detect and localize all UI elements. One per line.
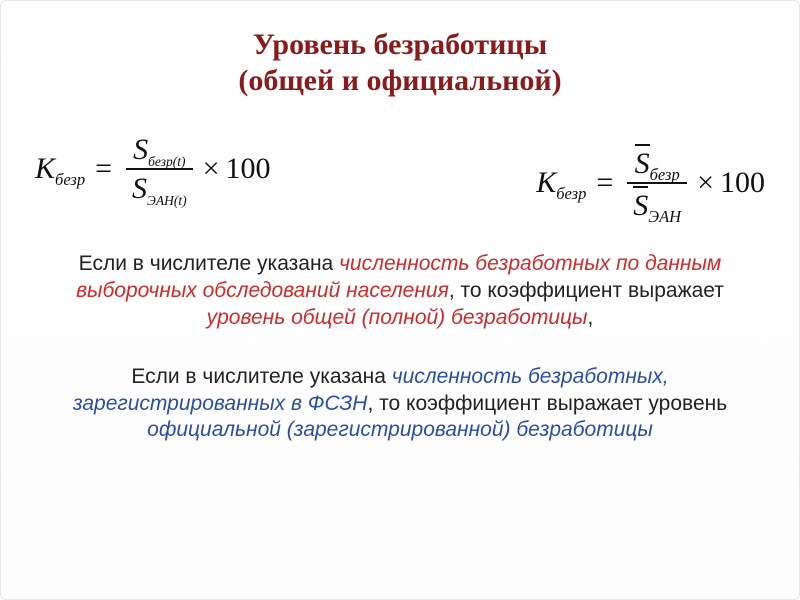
paragraph-1: Если в числителе указана численность без… [43, 251, 757, 332]
equals-sign: = [596, 166, 613, 200]
slide-title: Уровень безработицы (общей и официальной… [25, 27, 775, 99]
f1-num-sub: безр(t) [148, 154, 185, 169]
formula-1: Kбезр = Sбезр(t) SЭАН(t) × 100 [35, 133, 271, 205]
f1-lhs-sub: безр [55, 170, 85, 189]
f2-num-var: S [635, 147, 650, 180]
p1-t2: , то коэффициент выражает [449, 279, 724, 302]
f2-den-sub: ЭАН [648, 207, 681, 226]
slide-frame: Уровень безработицы (общей и официальной… [0, 0, 800, 600]
f2-denominator: SЭАН [627, 186, 687, 222]
title-line-2: (общей и официальной) [238, 64, 561, 97]
times-sign: × [203, 152, 220, 186]
fraction-bar [627, 182, 687, 184]
p1-red-2: уровень общей (полной) безработицы [207, 306, 588, 329]
f2-den-var: S [633, 189, 648, 222]
f2-numerator: Sбезр [629, 144, 686, 180]
f1-num-var: S [133, 133, 148, 166]
f2-lhs-sub: безр [556, 184, 586, 203]
f2-fraction: Sбезр SЭАН [627, 144, 687, 222]
title-line-1: Уровень безработицы [253, 28, 547, 61]
times-sign: × [697, 166, 714, 200]
f1-lhs: Kбезр [35, 152, 85, 186]
p2-t1: Если в числителе указана [131, 365, 391, 388]
f1-fraction: Sбезр(t) SЭАН(t) [126, 133, 193, 205]
f2-factor: 100 [720, 166, 765, 200]
f2-lhs: Kбезр [536, 166, 586, 200]
f1-lhs-var: K [35, 152, 55, 185]
f1-factor: 100 [226, 152, 271, 186]
overbar: S [633, 186, 648, 222]
fraction-bar [126, 168, 193, 170]
equals-sign: = [95, 152, 112, 186]
f2-lhs-var: K [536, 166, 556, 199]
p1-t1: Если в числителе указана [79, 252, 339, 275]
formula-row: Kбезр = Sбезр(t) SЭАН(t) × 100 Kбезр = [35, 109, 765, 229]
overbar: S [635, 144, 650, 180]
formula-2: Kбезр = Sбезр SЭАН × 100 [536, 144, 765, 222]
f1-den-sub: ЭАН(t) [147, 193, 187, 208]
paragraph-2: Если в числителе указана численность без… [43, 364, 757, 445]
f1-den-var: S [132, 172, 147, 205]
f1-numerator: Sбезр(t) [127, 133, 191, 166]
p2-t2: , то коэффициент выражает уровень [367, 392, 727, 415]
p1-t3: , [588, 306, 594, 329]
p2-blue-2: официальной (зарегистрированной) безрабо… [147, 418, 653, 441]
f1-denominator: SЭАН(t) [126, 172, 193, 205]
